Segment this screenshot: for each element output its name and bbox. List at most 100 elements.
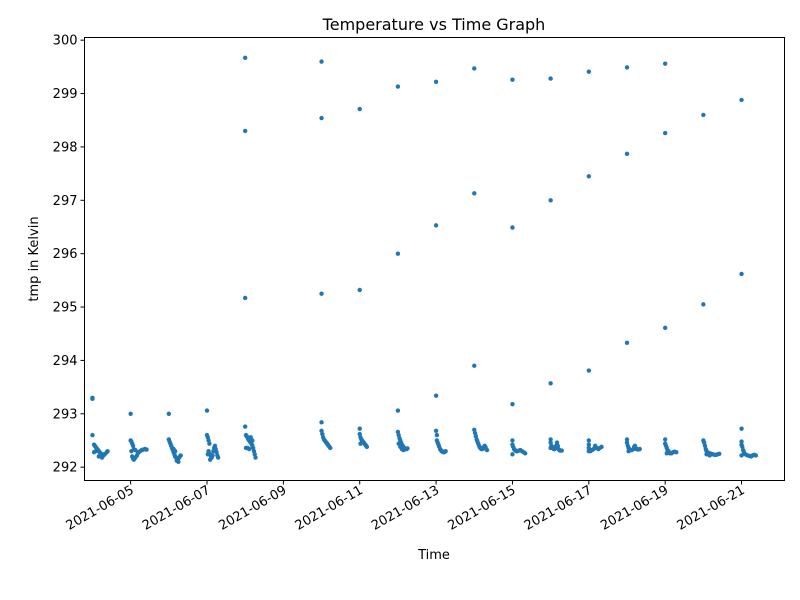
data-point <box>548 198 553 203</box>
data-point <box>433 393 439 398</box>
data-point <box>586 174 592 179</box>
y-tick-label: 296 <box>53 247 78 262</box>
data-point <box>253 455 258 460</box>
data-point <box>472 66 477 71</box>
y-tick-label: 294 <box>53 354 78 369</box>
x-axis-label: Time <box>417 548 450 563</box>
data-point <box>548 381 553 386</box>
data-point <box>510 225 515 230</box>
data-point <box>242 295 248 301</box>
data-point <box>664 451 669 456</box>
data-point <box>624 340 630 345</box>
data-point <box>624 437 630 442</box>
data-point <box>510 438 515 443</box>
data-point <box>434 432 440 438</box>
data-point <box>205 452 210 457</box>
data-point <box>242 55 248 60</box>
data-point <box>510 77 515 82</box>
data-point <box>204 408 210 413</box>
data-point <box>472 363 477 368</box>
data-point <box>242 128 248 134</box>
data-point <box>637 446 642 452</box>
data-point <box>626 448 631 454</box>
data-point <box>739 439 744 444</box>
plot-frame <box>84 37 785 481</box>
data-point <box>250 438 255 443</box>
data-point <box>586 69 592 74</box>
data-point <box>739 97 744 103</box>
data-point <box>701 302 706 307</box>
data-point <box>753 453 759 458</box>
data-point <box>548 76 553 81</box>
data-point <box>624 65 630 70</box>
y-tick-label: 292 <box>53 461 78 476</box>
data-point <box>395 251 401 256</box>
y-tick-label: 299 <box>53 87 78 102</box>
data-point <box>90 396 95 402</box>
data-point <box>242 424 248 429</box>
data-point <box>364 444 370 450</box>
data-point <box>405 446 410 451</box>
y-axis-label: tmp in Kelvin <box>27 216 42 301</box>
data-point <box>510 452 515 457</box>
data-point <box>662 61 668 66</box>
data-point <box>319 291 324 296</box>
data-point <box>599 444 604 450</box>
data-point <box>433 428 439 434</box>
data-point <box>357 287 362 293</box>
data-point <box>133 447 138 453</box>
data-point <box>739 426 744 431</box>
data-point <box>328 445 333 451</box>
data-point <box>433 79 439 85</box>
data-point <box>99 455 105 460</box>
data-point <box>484 447 490 453</box>
data-point <box>701 112 706 118</box>
data-point <box>128 411 133 416</box>
data-point <box>559 448 564 453</box>
y-tick-label: 298 <box>53 140 78 155</box>
data-point <box>707 453 712 458</box>
data-point <box>178 453 183 458</box>
data-point <box>586 438 592 443</box>
data-point <box>433 223 439 228</box>
data-point <box>144 447 149 452</box>
data-point <box>401 447 406 453</box>
data-point <box>207 457 213 462</box>
data-point <box>662 130 668 136</box>
chart-title: Temperature vs Time Graph <box>322 15 546 34</box>
data-point <box>357 106 362 112</box>
data-point <box>176 459 181 465</box>
data-point <box>510 401 515 407</box>
data-point <box>358 441 363 446</box>
data-point <box>166 411 172 416</box>
data-point <box>207 441 212 446</box>
y-tick-label: 293 <box>53 407 78 422</box>
data-point <box>319 59 324 64</box>
data-point <box>717 451 722 457</box>
y-axis-ticks: 292 293 294 295 296 297 298 299 300 <box>53 34 85 476</box>
data-point <box>472 191 477 196</box>
data-point <box>90 432 95 438</box>
data-point <box>674 450 679 455</box>
data-point <box>357 426 362 431</box>
data-point <box>586 368 592 373</box>
data-point <box>105 448 110 454</box>
data-point <box>443 448 448 454</box>
data-point <box>319 115 324 121</box>
data-point <box>739 271 744 277</box>
data-point <box>662 325 668 331</box>
data-point <box>586 442 592 447</box>
data-point <box>172 448 178 454</box>
data-point <box>395 84 401 89</box>
data-point <box>395 408 401 413</box>
data-point <box>662 437 668 442</box>
data-points <box>90 55 759 465</box>
data-point <box>548 437 553 442</box>
data-point <box>624 151 630 157</box>
data-point <box>210 453 215 458</box>
data-point <box>93 448 98 454</box>
data-point <box>215 455 221 460</box>
